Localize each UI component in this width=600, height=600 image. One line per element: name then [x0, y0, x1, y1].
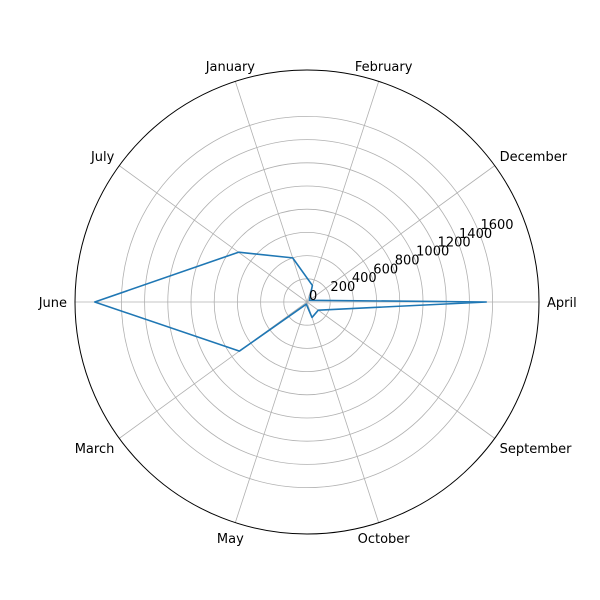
category-label-9: September — [500, 442, 573, 457]
category-label-7: May — [217, 532, 244, 547]
category-label-8: October — [358, 532, 411, 547]
spoke-9 — [306, 301, 495, 439]
radial-tick-label-8: 1600 — [480, 218, 513, 233]
spoke-3 — [234, 81, 308, 303]
spoke-1 — [306, 165, 495, 303]
spoke-7 — [234, 301, 308, 523]
radial-tick-label-3: 600 — [373, 262, 398, 277]
spoke-4 — [119, 165, 308, 303]
category-label-3: January — [205, 60, 256, 75]
category-label-6: March — [75, 442, 115, 457]
category-label-0: April — [547, 296, 577, 311]
outer-layer — [74, 69, 540, 535]
radial-tick-label-5: 1000 — [416, 245, 449, 260]
radial-tick-label-2: 400 — [352, 271, 377, 286]
category-label-5: June — [38, 296, 67, 311]
category-label-layer: April December February January July June Marc… — [38, 60, 577, 547]
category-label-4: July — [90, 150, 115, 165]
radial-tick-label-4: 800 — [395, 253, 420, 268]
series-layer — [93, 251, 487, 352]
category-label-2: February — [355, 60, 413, 75]
outer-circle — [74, 69, 540, 535]
radial-tick-label-7: 1400 — [459, 227, 492, 242]
spoke-6 — [119, 301, 308, 439]
radial-tick-label-1: 200 — [330, 280, 355, 295]
radial-tick-label-0: 0 — [309, 289, 317, 304]
category-label-1: December — [500, 150, 568, 165]
spoke-8 — [306, 301, 380, 523]
spoke-2 — [306, 81, 380, 303]
radial-tick-label-6: 1200 — [438, 236, 471, 251]
